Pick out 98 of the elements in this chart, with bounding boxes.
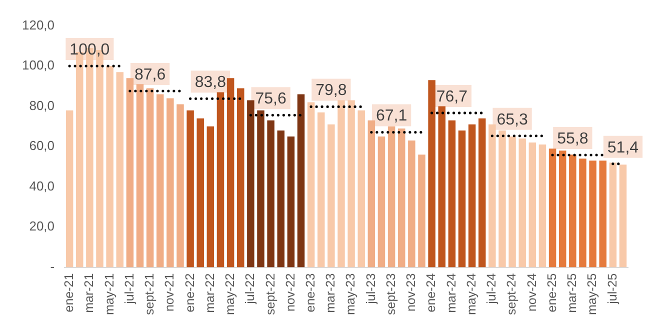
y-tick-label: 100,0 (22, 58, 55, 73)
bar (528, 142, 536, 268)
bar (468, 124, 476, 268)
bar (448, 120, 456, 268)
x-tick-label: ene-25 (544, 273, 559, 312)
bar (257, 110, 264, 268)
bar (558, 150, 566, 268)
bar (267, 120, 274, 268)
x-tick-label: may-23 (344, 273, 358, 315)
bar (156, 94, 164, 268)
data-label: 75,6 (255, 90, 286, 108)
bar (247, 100, 254, 268)
x-tick-label: mar-22 (202, 273, 217, 313)
x-tick-label: mar-25 (565, 273, 580, 313)
data-label: 76,7 (436, 88, 468, 106)
x-tick-label: nov-21 (162, 273, 177, 312)
x-tick-label: sept-23 (384, 273, 398, 316)
x-tick-label: may-22 (223, 273, 238, 315)
bar (498, 130, 506, 268)
y-tick-label: - (50, 258, 55, 274)
x-tick-label: jul-21 (122, 273, 136, 305)
bar (358, 110, 365, 268)
bar (126, 78, 134, 268)
bar (277, 130, 284, 268)
x-tick-label: jul-25 (605, 273, 620, 305)
x-tick-label: may-21 (102, 273, 116, 315)
bar (226, 78, 234, 268)
data-label: 51,4 (607, 139, 639, 156)
bar (579, 158, 586, 268)
data-label: 67,1 (376, 108, 408, 125)
bar (589, 160, 596, 268)
data-label: 55,8 (557, 130, 588, 148)
y-tick-label: 20,0 (29, 218, 55, 234)
x-tick-label: ene-24 (424, 273, 438, 312)
bar (328, 124, 335, 268)
y-tick-label: 40,0 (29, 178, 55, 194)
bar (368, 120, 376, 268)
bar (196, 118, 204, 268)
x-tick-label: sept-21 (142, 273, 157, 316)
bar (508, 136, 516, 268)
x-tick-label: ene-22 (182, 273, 197, 312)
bar (166, 98, 174, 268)
x-tick-label: sept-24 (504, 273, 519, 316)
x-tick-label: ene-21 (62, 273, 76, 312)
data-label: 87,6 (134, 66, 166, 84)
x-tick-label: nov-24 (524, 273, 539, 312)
bar (418, 154, 426, 268)
x-tick-label: may-24 (464, 273, 478, 315)
bar (388, 126, 396, 268)
bar (186, 110, 194, 268)
bar (398, 128, 406, 268)
bar (297, 94, 305, 268)
data-label: 65,3 (496, 111, 528, 128)
bar (348, 100, 355, 268)
data-label: 100,0 (70, 41, 110, 58)
bar (136, 84, 144, 268)
bar (378, 136, 386, 268)
bar (176, 104, 184, 268)
x-tick-label: jul-23 (364, 273, 378, 305)
x-tick-label: mar-23 (324, 273, 338, 313)
bar (206, 126, 214, 268)
bar (609, 162, 617, 268)
bar (458, 130, 466, 268)
bar (146, 88, 154, 268)
bar (338, 100, 345, 268)
bar (428, 80, 436, 268)
x-tick-label: jul-22 (243, 273, 258, 305)
bar (619, 164, 627, 268)
bar (488, 124, 496, 268)
data-label: 79,8 (316, 82, 347, 100)
bar (307, 102, 315, 268)
bar (478, 118, 486, 268)
bar (599, 160, 606, 268)
x-tick-label: nov-22 (283, 273, 298, 312)
bar (216, 92, 224, 268)
bar (236, 88, 244, 268)
bar (66, 110, 74, 268)
bar (408, 140, 416, 268)
x-tick-label: ene-23 (304, 273, 318, 312)
x-tick-label: nov-23 (404, 273, 418, 312)
x-tick-label: jul-24 (484, 273, 499, 305)
bar (538, 144, 546, 268)
bar (518, 138, 526, 268)
bar (287, 136, 295, 268)
bar (116, 72, 124, 268)
x-tick-label: may-25 (585, 273, 600, 315)
x-tick-label: mar-21 (82, 273, 96, 313)
y-tick-label: 60,0 (29, 138, 55, 154)
bar (438, 106, 446, 268)
x-tick-label: sept-22 (263, 273, 278, 316)
y-tick-label: 120,0 (22, 17, 55, 32)
data-label: 83,8 (194, 74, 226, 92)
bar (548, 148, 556, 268)
bar (317, 112, 325, 268)
bar (569, 154, 576, 268)
x-tick-label: mar-24 (444, 273, 458, 313)
bar (106, 66, 114, 268)
y-tick-label: 80,0 (29, 98, 55, 113)
